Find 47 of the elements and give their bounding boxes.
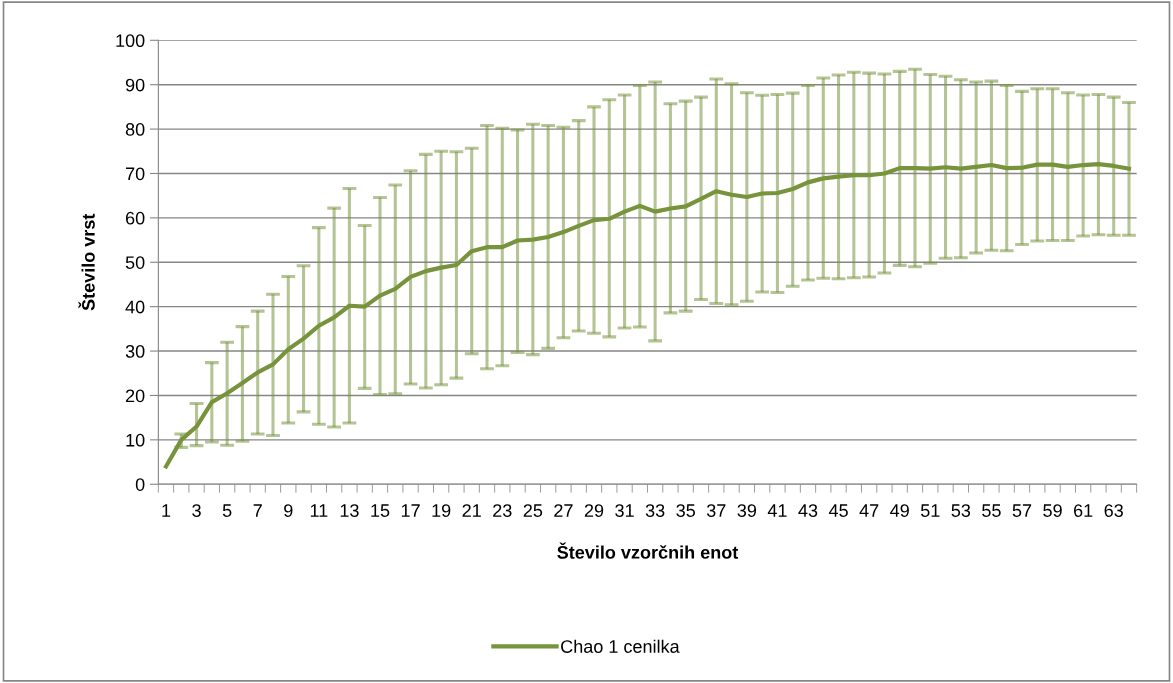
x-tick-label: 49 [890, 504, 909, 517]
y-tick-label: 60 [126, 211, 145, 225]
x-tick-label: 5 [222, 504, 232, 517]
x-tick-label: 31 [615, 504, 634, 517]
y-tick-label: 30 [125, 345, 145, 358]
x-tick-label: 43 [798, 504, 818, 517]
x-tick-label: 15 [371, 504, 390, 517]
x-tick-label: 3 [192, 504, 201, 517]
x-tick-label: 7 [253, 504, 262, 517]
x-tick-label: 19 [432, 504, 451, 517]
y-tick-label: 80 [125, 123, 145, 136]
x-tick-label: 9 [284, 504, 293, 517]
x-tick-label: 59 [1043, 504, 1062, 517]
x-tick-label: 23 [493, 504, 512, 517]
x-tick-label: 11 [310, 504, 328, 517]
y-tick-label: 50 [125, 256, 145, 269]
y-tick-label: 70 [126, 167, 145, 181]
line-series [163, 162, 1132, 469]
x-tick-label: 35 [676, 504, 695, 517]
x-tick-label: 17 [401, 504, 420, 517]
y-tick-label: 100 [116, 34, 145, 48]
x-tick-label: 61 [1074, 504, 1093, 517]
x-tick-label: 57 [1012, 504, 1032, 517]
y-tick-label: 0 [135, 478, 145, 491]
y-tick-label: 20 [125, 389, 145, 403]
x-tick-label: 37 [706, 504, 726, 517]
x-tick-label: 47 [859, 504, 879, 517]
x-tick-label: 33 [645, 504, 665, 517]
x-tick-label: 53 [951, 504, 971, 517]
x-axis-title: Število vzorčnih enot [557, 542, 739, 559]
y-tick-label: 10 [126, 433, 145, 447]
x-tick-label: 1 [162, 504, 171, 517]
x-tick-label: 45 [828, 504, 848, 517]
y-tick-label: 90 [125, 78, 145, 92]
x-tick-label: 29 [584, 504, 604, 517]
y-axis-title: Število vrst [78, 213, 95, 311]
x-tick-label: 13 [340, 504, 359, 517]
x-tick-label: 27 [554, 504, 573, 517]
x-tick-label: 39 [737, 504, 757, 517]
x-tick-label: 25 [523, 504, 543, 517]
x-tick-label: 41 [767, 504, 787, 517]
legend-label: Chao 1 cenilka [561, 639, 680, 653]
x-tick-label: 51 [920, 504, 940, 517]
x-tick-label: 63 [1104, 504, 1123, 517]
y-tick-label: 40 [125, 300, 145, 314]
x-tick-label: 55 [982, 504, 1001, 517]
x-tick-label: 21 [462, 504, 481, 517]
